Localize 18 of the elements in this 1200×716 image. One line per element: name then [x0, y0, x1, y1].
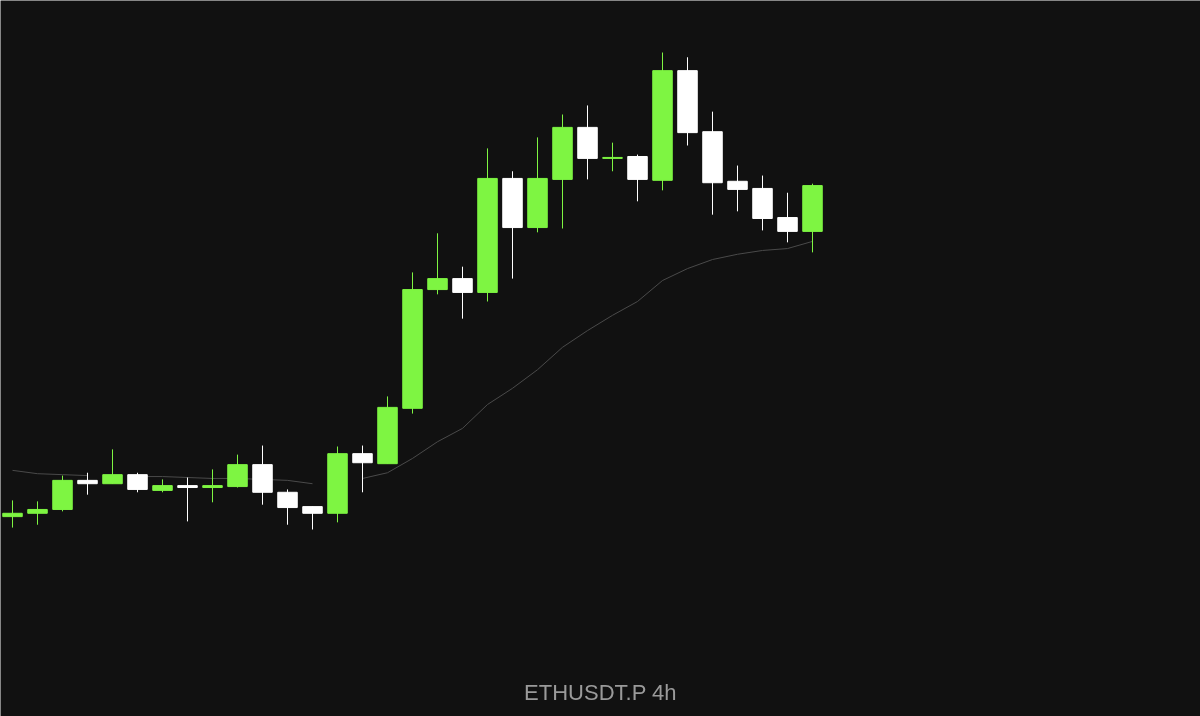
- candlestick: [227, 454, 248, 489]
- candlestick: [177, 477, 198, 522]
- candlestick: [602, 142, 623, 172]
- candlestick: [27, 500, 48, 526]
- candlestick: [352, 445, 373, 493]
- candlestick: [77, 472, 98, 496]
- candlestick: [277, 488, 298, 526]
- candlestick: [302, 506, 323, 530]
- candlestick: [777, 192, 798, 243]
- candlestick: [427, 232, 448, 295]
- candlestick: [727, 165, 748, 212]
- candlestick: [452, 266, 473, 320]
- candlestick: [202, 468, 223, 503]
- candlestick: [127, 472, 148, 493]
- candlestick: [102, 448, 123, 485]
- candlestick: [2, 499, 23, 529]
- text: ETHUSDT.P 4h: [524, 679, 677, 705]
- candlestick: [627, 154, 648, 202]
